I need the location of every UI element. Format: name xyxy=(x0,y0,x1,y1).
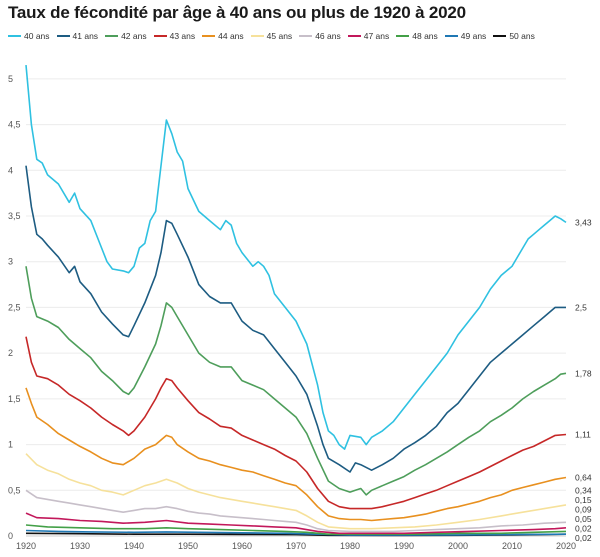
series-end-label: 1,78 xyxy=(575,368,592,378)
series-end-label: 0,05 xyxy=(575,514,592,524)
legend-label: 40 ans xyxy=(24,31,50,41)
legend-swatch xyxy=(299,34,313,37)
legend-label: 48 ans xyxy=(412,31,438,41)
x-tick-label: 1970 xyxy=(286,541,306,551)
legend-swatch xyxy=(105,34,119,37)
legend-swatch xyxy=(202,34,216,37)
series-end-label: 0,15 xyxy=(575,495,592,505)
series-end-label: 2,5 xyxy=(575,302,587,312)
series-line xyxy=(25,266,567,496)
series-end-label: 1,11 xyxy=(575,430,591,440)
legend-swatch xyxy=(250,34,264,37)
y-tick-label: 2,5 xyxy=(8,302,21,312)
chart-legend: 40 ans 41 ans 42 ans 43 ans 44 ans 45 ans 46 a… xyxy=(8,31,542,41)
y-tick-label: 1 xyxy=(8,440,13,450)
chart-title: Taux de fécondité par âge à 40 ans ou pl… xyxy=(8,3,466,22)
x-tick-label: 1980 xyxy=(340,541,360,551)
legend-item: 42 ans xyxy=(105,31,147,41)
series-line xyxy=(25,453,567,530)
y-tick-label: 0,5 xyxy=(8,485,21,495)
legend-label: 42 ans xyxy=(121,31,147,41)
legend-item: 46 ans xyxy=(299,31,341,41)
legend-label: 46 ans xyxy=(315,31,341,41)
x-tick-label: 2000 xyxy=(448,541,468,551)
gridlines xyxy=(26,78,566,537)
y-tick-label: 1,5 xyxy=(8,394,21,404)
x-tick-label: 1930 xyxy=(70,541,90,551)
legend-swatch xyxy=(347,34,361,37)
legend-label: 44 ans xyxy=(218,31,244,41)
series-lines xyxy=(25,65,567,537)
y-tick-label: 2 xyxy=(8,348,13,358)
legend-item: 41 ans xyxy=(56,31,99,41)
legend-swatch xyxy=(153,34,167,37)
legend-swatch xyxy=(396,34,410,37)
legend-item: 40 ans xyxy=(8,31,50,41)
x-tick-label: 1990 xyxy=(394,541,414,551)
x-tick-label: 1920 xyxy=(16,541,36,551)
x-tick-label: 1940 xyxy=(124,541,144,551)
y-tick-label: 3,5 xyxy=(8,211,21,221)
series-end-label: 0,02 xyxy=(575,533,592,543)
y-axis-ticks: 0 0,5 1 1,5 2 2,5 3 3,5 4 4,5 5 xyxy=(8,74,21,541)
legend-label: 41 ans xyxy=(72,31,99,41)
series-end-label: 3,43 xyxy=(575,217,592,227)
legend-item: 43 ans xyxy=(153,31,196,41)
legend-label: 43 ans xyxy=(169,31,196,41)
y-tick-label: 5 xyxy=(8,74,13,84)
legend-item: 49 ans xyxy=(444,31,487,41)
y-tick-label: 4,5 xyxy=(8,120,21,130)
series-line xyxy=(25,524,567,535)
series-end-label: 0,02 xyxy=(575,524,592,534)
series-line xyxy=(25,529,567,536)
end-labels: 3,432,51,781,110,640,340,150,090,050,020… xyxy=(575,217,592,543)
series-line xyxy=(25,336,567,510)
x-tick-label: 1960 xyxy=(232,541,252,551)
series-end-label: 0,34 xyxy=(575,486,592,496)
legend-swatch xyxy=(56,34,70,37)
y-tick-label: 0 xyxy=(8,531,13,541)
series-line xyxy=(25,512,567,535)
x-tick-label: 1950 xyxy=(178,541,198,551)
legend-label: 49 ans xyxy=(460,31,487,41)
legend-label: 47 ans xyxy=(363,31,390,41)
legend-item: 45 ans xyxy=(250,31,293,41)
x-axis-ticks: 1920 1930 1940 1950 1960 1970 1980 1990 2000 2010… xyxy=(16,541,576,551)
series-line xyxy=(25,387,567,522)
x-tick-label: 2010 xyxy=(502,541,522,551)
legend-label: 50 ans xyxy=(509,31,535,41)
y-tick-label: 3 xyxy=(8,257,13,267)
legend-swatch xyxy=(8,34,21,37)
legend-swatch xyxy=(493,34,507,37)
legend-label: 45 ans xyxy=(266,31,293,41)
series-end-label: 0,09 xyxy=(575,505,592,515)
x-tick-label: 2020 xyxy=(556,541,576,551)
series-line xyxy=(25,489,567,533)
legend-item: 47 ans xyxy=(347,31,390,41)
legend-item: 44 ans xyxy=(202,31,244,41)
series-line xyxy=(25,165,566,473)
legend-item: 48 ans xyxy=(396,31,438,41)
series-end-label: 0,64 xyxy=(575,473,592,483)
legend-swatch xyxy=(444,34,458,37)
legend-item: 50 ans xyxy=(493,31,535,41)
y-tick-label: 4 xyxy=(8,165,13,175)
series-line xyxy=(25,65,567,450)
